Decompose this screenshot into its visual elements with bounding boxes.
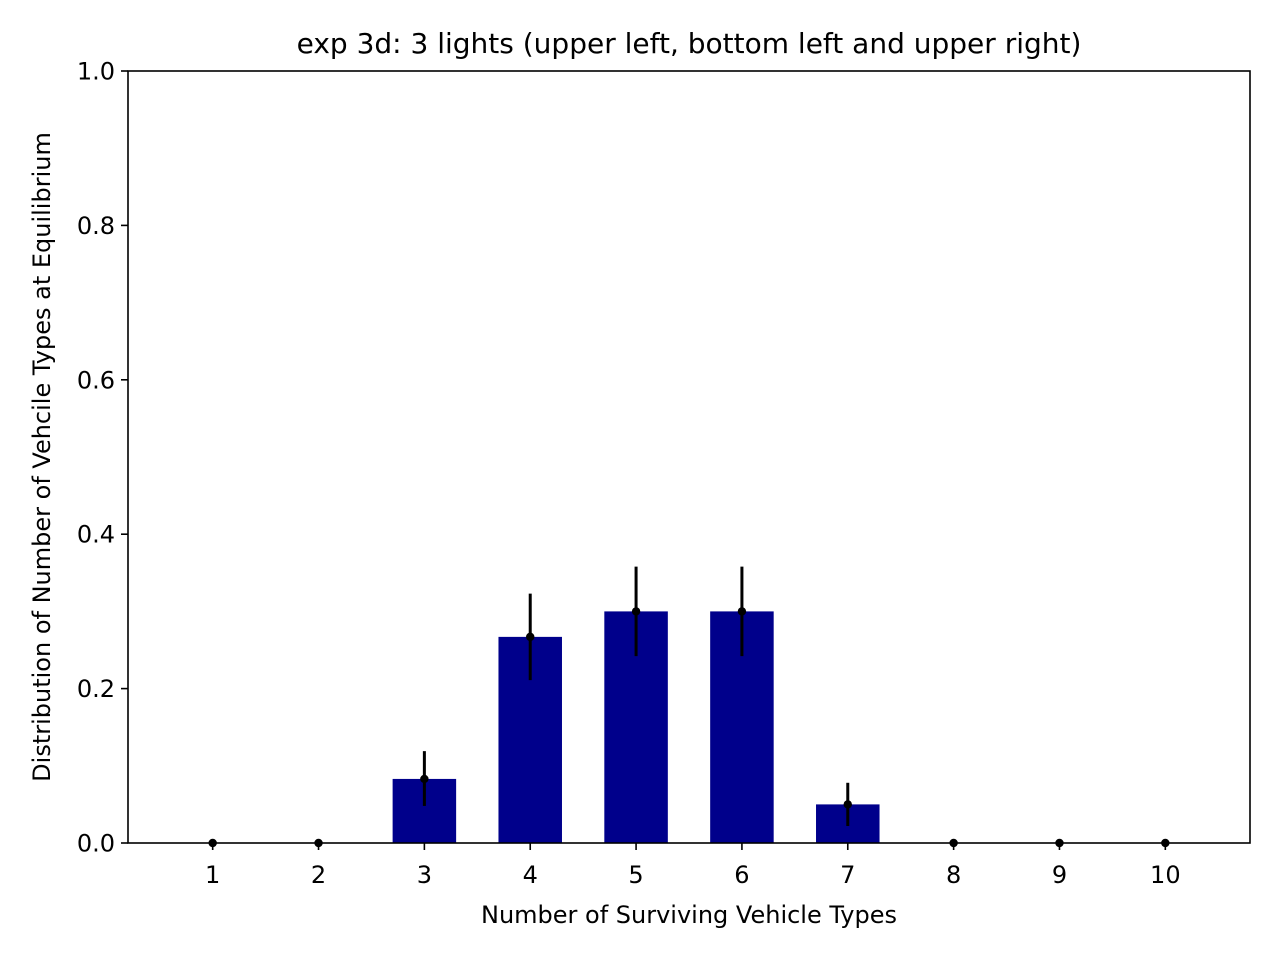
errorbar-layer bbox=[208, 566, 1170, 848]
mean-point-7 bbox=[843, 800, 852, 809]
x-axis-label: Number of Surviving Vehicle Types bbox=[481, 901, 897, 929]
y-axis: 0.0 0.2 0.4 0.6 0.8 1.0 bbox=[77, 58, 128, 858]
mean-point-6 bbox=[737, 607, 747, 616]
chart-title: exp 3d: 3 lights (upper left, bottom lef… bbox=[297, 27, 1082, 60]
x-tick-label-6: 6 bbox=[734, 861, 749, 889]
x-tick-label-4: 4 bbox=[523, 861, 538, 889]
x-tick-label-3: 3 bbox=[417, 861, 432, 889]
x-tick-label-1: 1 bbox=[205, 861, 220, 889]
x-axis: 1 2 3 4 5 6 7 8 9 10 bbox=[205, 843, 1181, 889]
y-tick-label-1.0: 1.0 bbox=[77, 58, 115, 86]
mean-point-3 bbox=[420, 774, 429, 784]
x-tick-label-9: 9 bbox=[1052, 861, 1067, 889]
y-tick-label-0.6: 0.6 bbox=[77, 366, 115, 394]
y-tick-label-0.2: 0.2 bbox=[77, 675, 115, 703]
y-axis-label: Distribution of Number of Vehcile Types … bbox=[28, 132, 56, 782]
plot-frame bbox=[127, 70, 1251, 844]
mean-point-4 bbox=[526, 632, 535, 642]
x-tick-label-7: 7 bbox=[840, 861, 855, 889]
x-tick-label-10: 10 bbox=[1150, 861, 1181, 889]
mean-point-5 bbox=[631, 607, 641, 616]
x-tick-label-2: 2 bbox=[311, 861, 326, 889]
x-tick-label-8: 8 bbox=[946, 861, 961, 889]
y-tick-label-0.0: 0.0 bbox=[77, 830, 115, 858]
y-tick-label-0.8: 0.8 bbox=[77, 212, 115, 240]
y-tick-label-0.4: 0.4 bbox=[77, 521, 115, 549]
x-tick-label-5: 5 bbox=[628, 861, 643, 889]
